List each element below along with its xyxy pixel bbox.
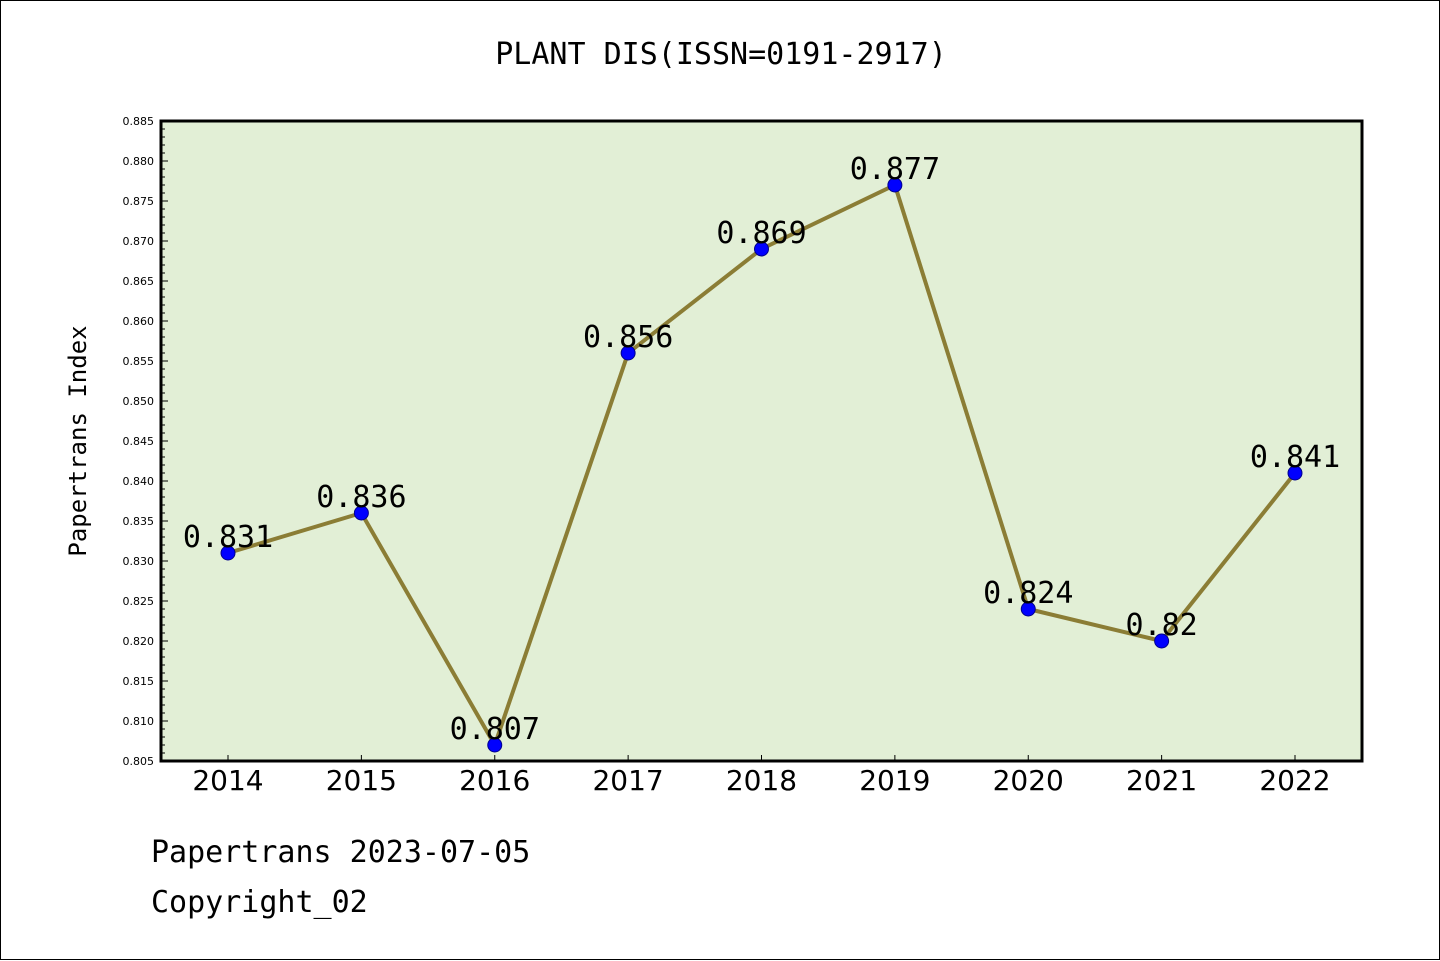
y-tick-label: 0.830 — [123, 555, 155, 568]
footer-source: Papertrans 2023-07-05 — [151, 835, 531, 870]
y-tick-label: 0.850 — [123, 395, 155, 408]
x-tick-label: 2018 — [726, 764, 797, 797]
chart-title: PLANT DIS(ISSN=0191-2917) — [495, 37, 947, 72]
y-tick-label: 0.825 — [123, 595, 155, 608]
y-tick-label: 0.840 — [123, 475, 155, 488]
data-label: 0.877 — [850, 152, 940, 187]
y-tick-label: 0.845 — [123, 435, 155, 448]
plot-border — [159, 119, 1364, 763]
data-label: 0.831 — [183, 520, 273, 555]
data-point — [1287, 465, 1303, 481]
x-tick-label: 2014 — [192, 764, 263, 797]
data-point — [353, 505, 369, 521]
data-point — [220, 545, 236, 561]
x-tick-label: 2020 — [993, 764, 1064, 797]
data-point — [754, 241, 769, 257]
data-point — [620, 345, 636, 361]
data-markers — [220, 177, 1303, 753]
x-tick-label: 2017 — [592, 764, 663, 797]
data-label: 0.836 — [316, 480, 406, 515]
data-label: 0.807 — [450, 712, 540, 747]
plot-area — [161, 121, 1362, 761]
y-tick-label: 0.815 — [123, 675, 155, 688]
y-tick-label: 0.835 — [123, 515, 155, 528]
data-label: 0.856 — [583, 320, 673, 355]
data-point — [1020, 601, 1036, 617]
y-tick-label: 0.855 — [123, 355, 155, 368]
y-axis-label: Papertrans Index — [64, 325, 92, 556]
data-point — [887, 177, 903, 193]
y-tick-label: 0.820 — [123, 635, 155, 648]
y-tick-label: 0.875 — [123, 195, 155, 208]
x-axis: 2014 2015 2016 2017 2018 2019 2020 2021 2022 — [192, 755, 1331, 797]
y-tick-label: 0.870 — [123, 235, 155, 248]
y-tick-label: 0.860 — [123, 315, 155, 328]
data-point — [487, 737, 503, 753]
data-label: 0.841 — [1250, 440, 1340, 475]
footer-copyright: Copyright_02 — [151, 885, 368, 920]
data-label: 0.869 — [716, 216, 806, 251]
x-tick-label: 2015 — [326, 764, 397, 797]
data-point — [1154, 633, 1170, 649]
y-axis: 0.805 0.810 0.815 0.820 0.825 0.830 0.835 0.840… — [123, 115, 168, 768]
data-labels: 0.831 0.836 0.807 0.856 0.869 0.877 0.824 0.82 0… — [183, 152, 1340, 747]
x-tick-label: 2021 — [1126, 764, 1197, 797]
y-tick-label: 0.805 — [123, 755, 155, 768]
x-tick-label: 2022 — [1259, 764, 1330, 797]
data-label: 0.824 — [983, 576, 1073, 611]
y-tick-label: 0.880 — [123, 155, 155, 168]
y-tick-label: 0.865 — [123, 275, 155, 288]
y-tick-label: 0.885 — [123, 115, 155, 128]
y-tick-label: 0.810 — [123, 715, 155, 728]
x-tick-label: 2016 — [459, 764, 530, 797]
x-tick-label: 2019 — [859, 764, 930, 797]
data-label: 0.82 — [1126, 608, 1198, 643]
